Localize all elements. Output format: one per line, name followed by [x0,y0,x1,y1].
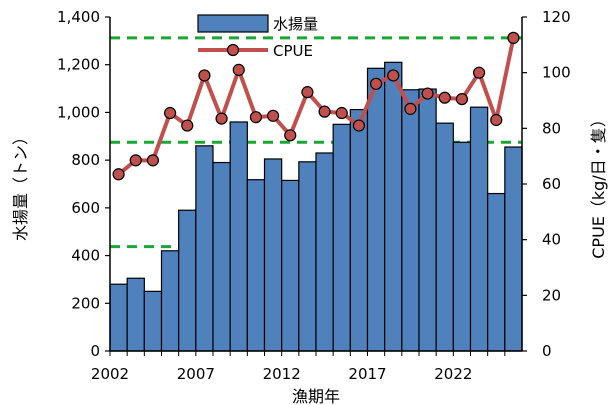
bar-2024 [487,192,506,352]
cpue-point-2019 [404,102,417,115]
y-axis-title-left: 水揚量（トン） [11,129,30,241]
cpue-point-2014 [318,105,331,118]
y-tick-label-left: 800 [71,151,100,169]
x-axis-title: 漁期年 [292,387,340,405]
y-tick-label-left: 400 [71,247,100,265]
cpue-point-2022 [455,93,469,106]
legend: 水揚量 CPUE [197,14,318,60]
x-tick-label: 2002 [91,365,129,383]
cpue-point-2018 [387,69,400,82]
bar-2008 [212,161,231,352]
y-tick-label-right: 20 [542,286,561,304]
legend-marker [226,43,240,57]
y-tick-label-right: 60 [542,175,561,193]
bar-2019 [401,89,420,352]
cpue-point-2005 [163,106,177,120]
cpue-point-2015 [335,106,348,120]
x-tick-label: 2012 [263,365,301,383]
y-tick-label-right: 0 [542,342,552,360]
cpue-point-2017 [369,77,383,90]
cpue-point-2004 [146,154,160,167]
cpue-point-2025 [507,31,520,44]
cpue-point-2021 [438,91,451,104]
y-tick-label-left: 1,400 [57,8,100,26]
y-tick-label-right: 120 [542,8,571,26]
bar-series [109,61,523,352]
bar-2022 [452,141,472,352]
bar-2009 [229,121,248,352]
bar-2003 [126,277,145,352]
y-tick-label-left: 1,000 [57,103,100,121]
x-tick-label: 2007 [177,365,215,383]
y-tick-label-left: 200 [71,294,100,312]
bar-2014 [315,152,334,352]
x-tick-label: 2017 [348,365,386,383]
cpue-point-2002 [112,168,125,181]
cpue-point-2024 [490,113,503,127]
bar-2011 [263,158,283,352]
bar-2004 [143,290,163,352]
cpue-point-2023 [472,66,486,79]
bar-2012 [281,179,300,352]
legend-label-cpue: CPUE [273,42,313,60]
y-tick-label-right: 100 [542,64,571,82]
cpue-point-2012 [284,129,297,142]
bar-2002 [109,283,128,352]
cpue-point-2006 [181,119,194,132]
y-tick-label-right: 40 [542,231,561,249]
bar-2025 [504,146,523,352]
bar-2020 [418,88,437,352]
cpue-point-2008 [215,112,228,125]
y-tick-label-left: 600 [71,199,100,217]
bar-2006 [178,209,197,352]
bar-2017 [366,67,386,352]
cpue-point-2007 [198,69,211,82]
cpue-point-2009 [232,63,245,76]
cpue-point-2003 [129,154,142,167]
bar-2007 [195,145,214,352]
cpue-point-2011 [266,109,280,122]
bar-2021 [435,122,454,352]
cpue-point-2020 [421,87,434,100]
cpue-point-2010 [249,111,263,124]
bar-2015 [332,123,351,352]
tick-labels: 0 200 400 600 800 1,000 1,200 1,400 0 20 40 60 80 100… [57,8,571,383]
axes [105,16,527,356]
y-tick-label-left: 1,200 [57,56,100,74]
bar-2010 [246,179,266,352]
y-tick-label-right: 80 [542,119,561,137]
x-tick-label: 2022 [434,365,472,383]
bar-2018 [384,61,403,352]
y-tick-label-left: 0 [90,342,100,360]
cpue-series [112,31,520,181]
cpue-point-2016 [352,119,366,132]
cpue-point-2013 [301,86,314,99]
bar-2023 [469,106,489,352]
y-axis-title-right: CPUE（kg/日・隻） [589,111,608,258]
bar-2016 [349,108,369,352]
bar-2005 [160,250,180,352]
legend-bar-swatch [197,14,269,33]
bar-2013 [298,161,317,352]
legend-label-catch: 水揚量 [273,15,318,33]
